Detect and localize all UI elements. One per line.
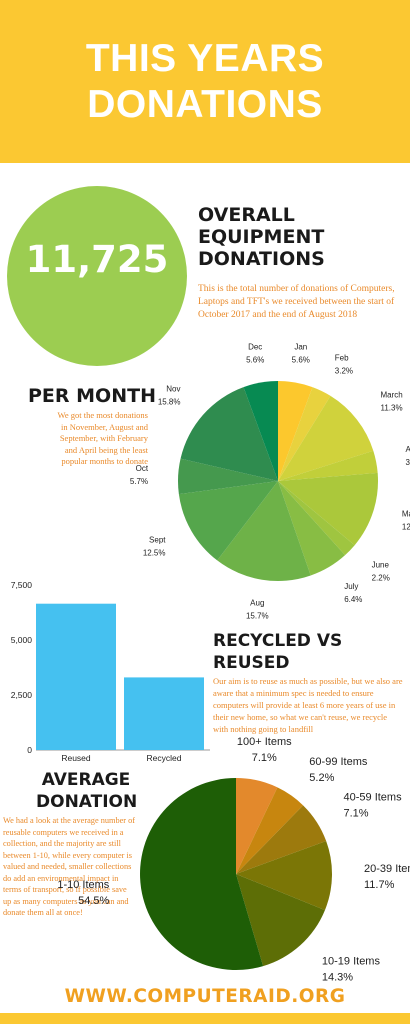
pie-slice-20-39-items — [236, 841, 332, 911]
overall-heading-line-1: OVERALL — [198, 204, 295, 226]
banner-title-line-1: THIS YEARS — [85, 37, 325, 80]
pie-value-label-jan: 5.6% — [292, 355, 310, 364]
y-tick-label: 2,500 — [11, 690, 33, 700]
pie-label-jan: Jan — [294, 342, 307, 351]
pie-value-label-feb: 3.2% — [335, 366, 353, 375]
recycled-heading-line-2: REUSED — [213, 653, 290, 673]
pie-slice-10-19-items — [236, 874, 325, 967]
pie-slice-100-items — [236, 778, 278, 874]
pie-slice-jan — [278, 381, 313, 481]
pie-value-label-60-99-items: 5.2% — [309, 772, 334, 784]
overall-heading-line-3: DONATIONS — [198, 248, 325, 270]
pie-value-label-aug: 15.7% — [246, 612, 269, 621]
pie-value-label-20-39-items: 11.7% — [364, 879, 395, 891]
recycled-heading-line-1: RECYCLED VS — [213, 631, 343, 651]
pie-value-label-100-items: 7.1% — [252, 752, 277, 764]
pie-label-60-99-items: 60-99 Items — [309, 756, 368, 768]
pie-slice-dec — [243, 381, 278, 481]
x-tick-label-reused: Reused — [61, 753, 91, 763]
recycled-description: Our aim is to reuse as much as possible,… — [213, 676, 403, 734]
header-banner — [0, 0, 410, 163]
y-tick-label: 0 — [27, 745, 32, 755]
pie-slice-may — [278, 472, 379, 546]
pie-label-sept: Sept — [149, 535, 166, 544]
pie-label-may: May — [402, 510, 410, 519]
pie-value-label-10-19-items: 14.3% — [322, 972, 353, 984]
pie-value-label-40-59-items: 7.1% — [344, 807, 369, 819]
pie-slice-july — [278, 481, 346, 576]
pie-label-march: March — [381, 390, 403, 399]
pie-label-dec: Dec — [248, 342, 262, 351]
pie-value-label-sept: 12.5% — [143, 548, 166, 557]
pie-value-label-june: 2.2% — [372, 574, 390, 583]
pie-value-label-may: 12.4% — [402, 523, 410, 532]
pie-slice-40-59-items — [236, 805, 327, 874]
bar-reused — [36, 603, 116, 750]
average-heading-line-2: DONATION — [36, 792, 138, 812]
pie-label-june: June — [372, 561, 390, 570]
pie-slice-march — [278, 395, 374, 481]
per-month-description: We got the most donations in November, A… — [57, 410, 148, 466]
pie-value-label-dec: 5.6% — [246, 355, 264, 364]
pie-slice-1-10-items — [140, 778, 264, 970]
y-tick-label: 7,500 — [11, 580, 33, 590]
pie-label-1-10-items: 1-10 Items — [57, 879, 109, 891]
monthly-donations-pie-chart: Jan 5.6% Feb 3.2% March 11.3% April 3.6% May 12.4… — [130, 342, 410, 620]
overall-heading-line-2: EQUIPMENT — [198, 226, 325, 248]
pie-label-oct: Oct — [136, 464, 149, 473]
pie-value-label-april: 3.6% — [406, 458, 410, 467]
recycled-heading: RECYCLED VS REUSED — [213, 630, 403, 674]
banner-title-line-2: DONATIONS — [87, 83, 323, 126]
bar-recycled — [124, 677, 204, 750]
total-donations-circle — [7, 186, 187, 366]
x-tick-label-recycled: Recycled — [147, 753, 182, 763]
pie-label-20-39-items: 20-39 Items — [364, 863, 410, 875]
recycled-vs-reused-bar-chart: 0 2,500 5,000 7,500 Reused Recycled — [11, 580, 210, 763]
average-heading: AVERAGE DONATION — [36, 769, 138, 813]
pie-slice-60-99-items — [236, 787, 304, 874]
pie-label-feb: Feb — [335, 353, 349, 362]
pie-value-label-oct: 5.7% — [130, 477, 148, 486]
pie-value-label-nov: 15.8% — [158, 397, 181, 406]
pie-label-10-19-items: 10-19 Items — [322, 956, 381, 968]
pie-value-label-july: 6.4% — [344, 595, 362, 604]
pie-slice-june — [278, 481, 355, 556]
pie-label-100-items: 100+ Items — [237, 736, 292, 748]
pie-slice-aug — [217, 481, 311, 582]
pie-value-label-march: 11.3% — [381, 403, 403, 412]
average-heading-line-1: AVERAGE — [41, 770, 131, 790]
pie-slice-oct — [178, 458, 278, 495]
pie-slice-feb — [278, 387, 331, 481]
pie-slice-april — [278, 450, 378, 481]
per-month-heading: PER MONTH — [28, 385, 156, 407]
overall-description: This is the total number of donations of… — [198, 284, 395, 320]
pie-label-july: July — [344, 582, 358, 591]
pie-label-april: April — [406, 445, 410, 454]
pie-value-label-1-10-items: 54.5% — [78, 895, 109, 907]
pie-label-aug: Aug — [250, 599, 264, 608]
banner-title: THIS YEARS DONATIONS — [0, 36, 410, 128]
y-tick-label: 5,000 — [11, 635, 33, 645]
overall-heading: OVERALL EQUIPMENT DONATIONS — [198, 204, 404, 270]
pie-slice-sept — [178, 481, 278, 561]
footer-stripe — [0, 1013, 410, 1024]
pie-label-nov: Nov — [166, 384, 180, 393]
pie-label-40-59-items: 40-59 Items — [344, 791, 403, 803]
total-donations-number: 11,725 — [25, 238, 169, 281]
average-donation-pie-chart: 100+ Items 7.1% 60-99 Items 5.2% 40-59 Items… — [57, 736, 410, 984]
pie-slice-nov — [180, 387, 278, 481]
footer-website-link[interactable]: WWW.COMPUTERAID.ORG — [64, 986, 346, 1007]
average-description: We had a look at the average number of r… — [3, 816, 136, 917]
